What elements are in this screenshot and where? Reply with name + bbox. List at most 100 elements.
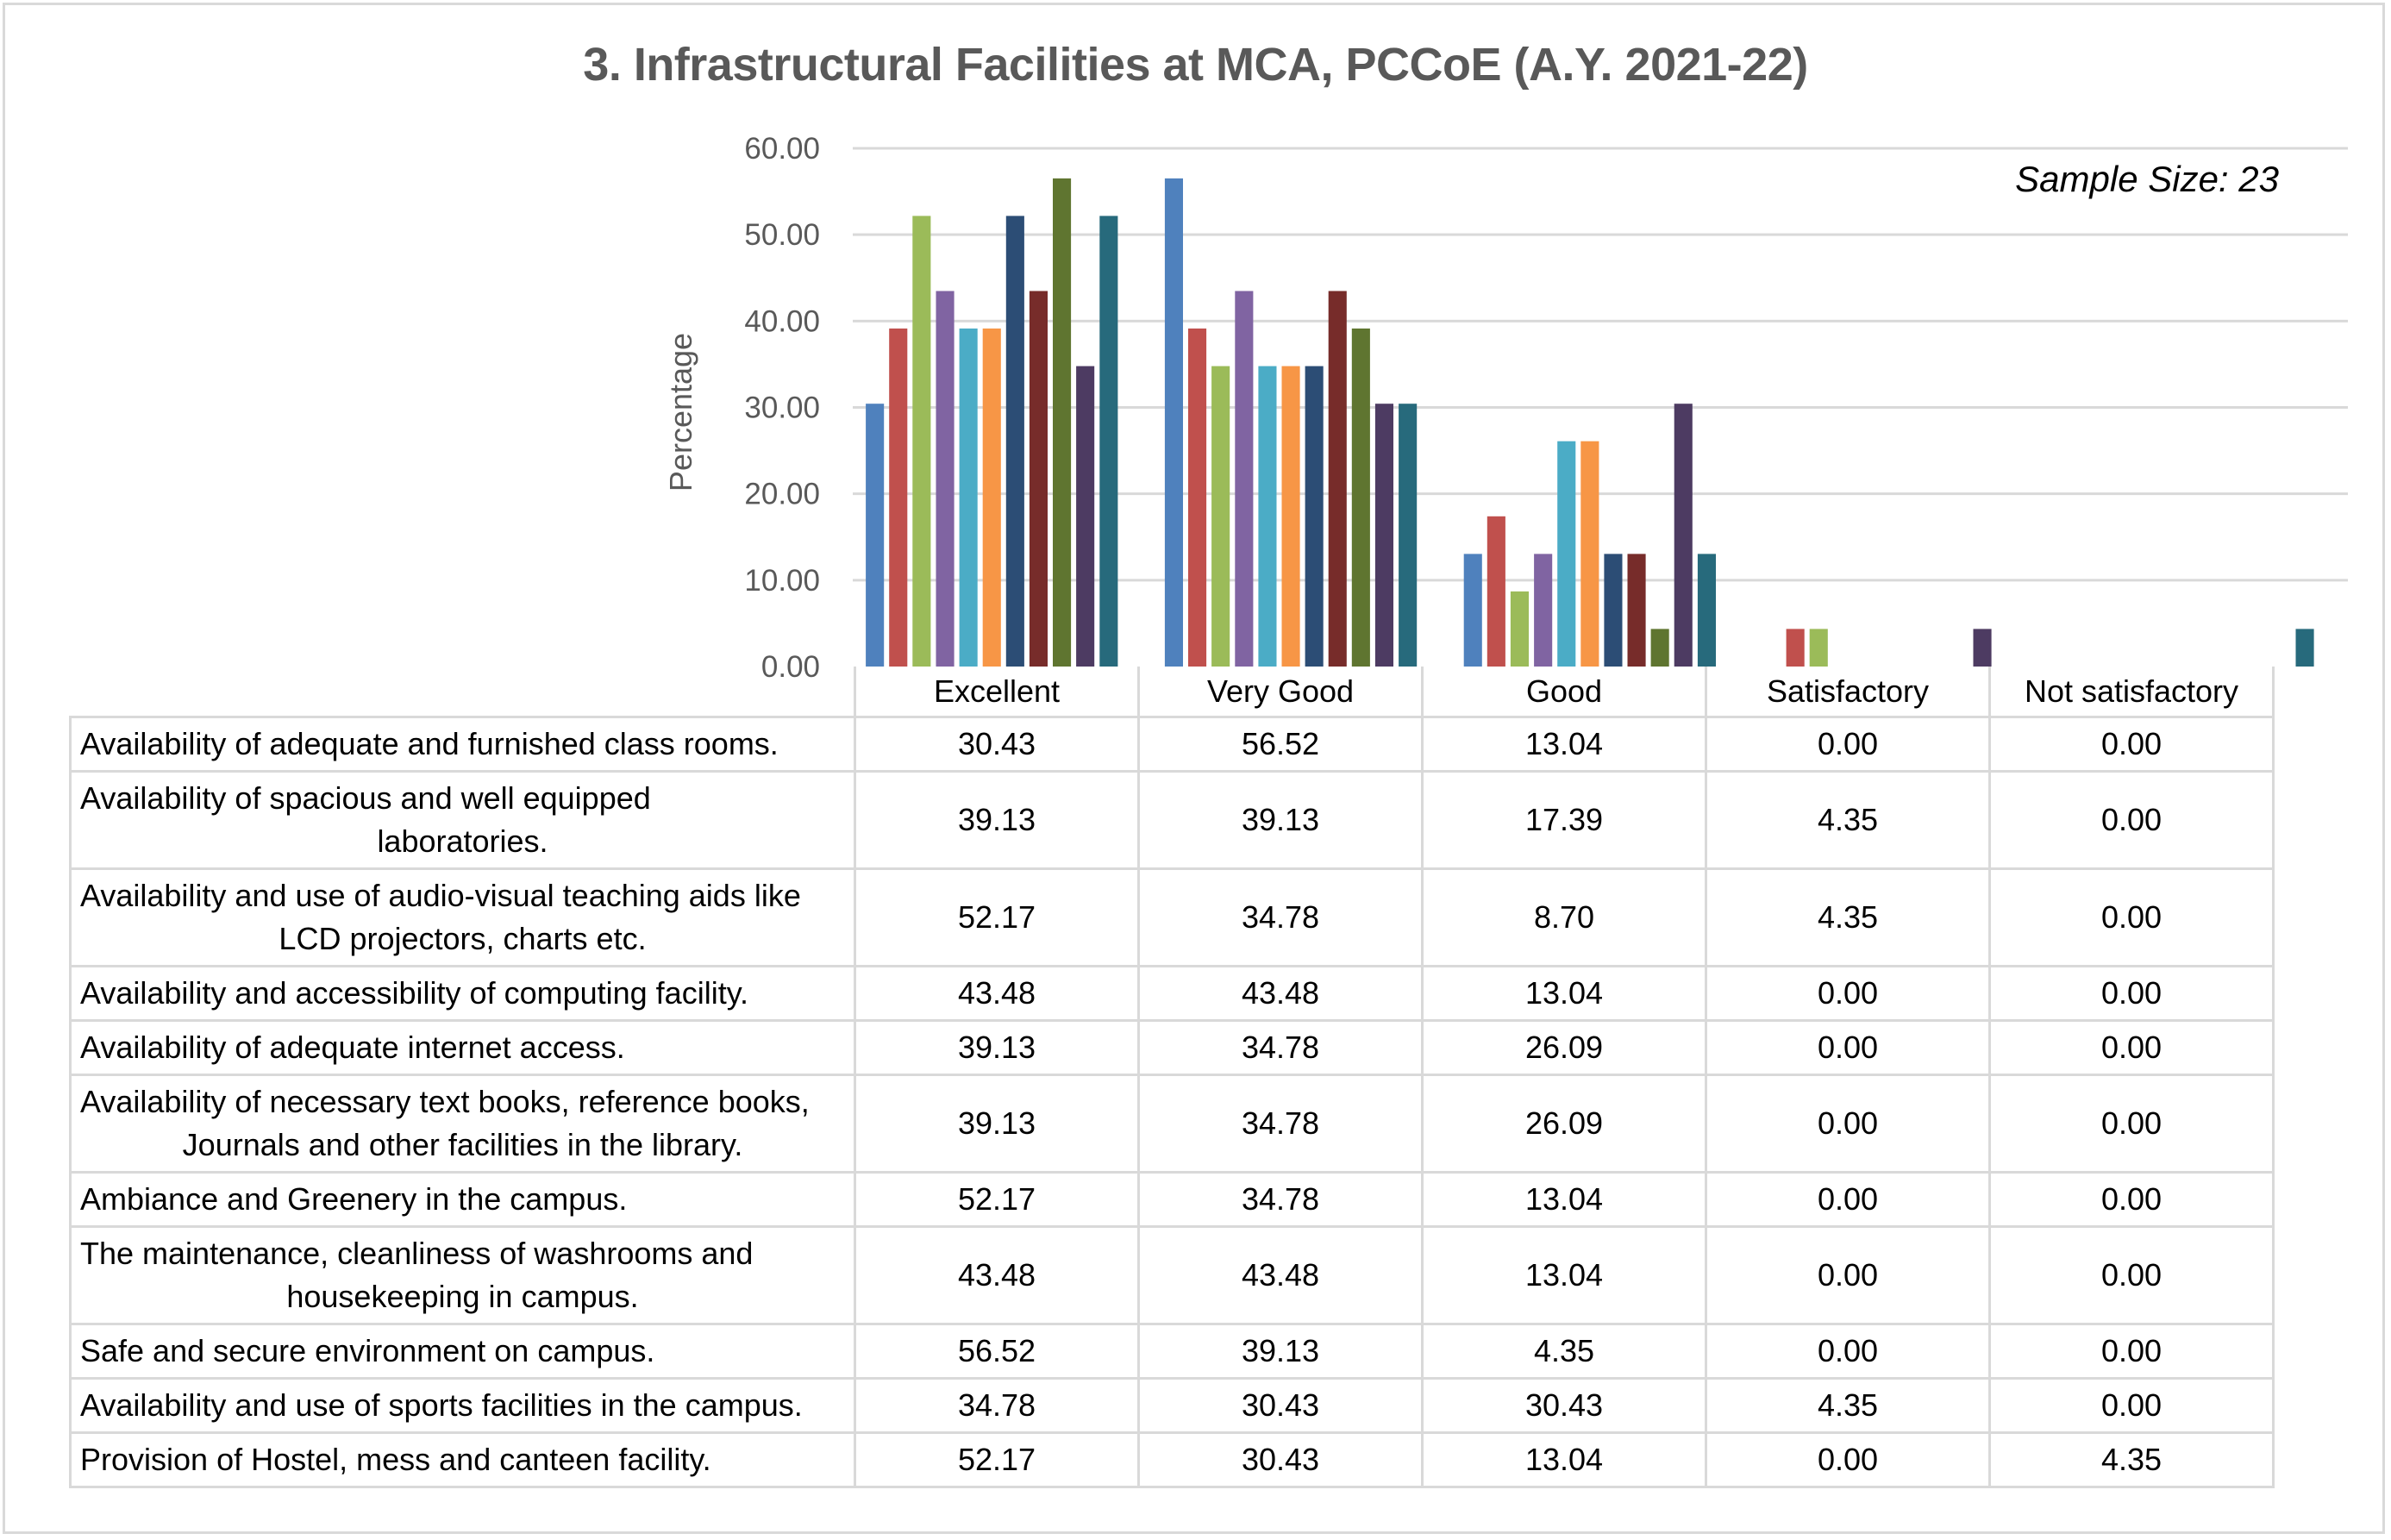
category-label: Good xyxy=(1421,667,1707,718)
series-label: Safe and secure environment on campus. xyxy=(69,1323,856,1380)
bar xyxy=(982,329,1001,667)
table-cell-value: 0.00 xyxy=(1988,1019,2275,1076)
bar xyxy=(1534,554,1553,667)
table-cell-value: 0.00 xyxy=(1988,716,2275,773)
y-tick-label: 50.00 xyxy=(744,218,820,252)
bar xyxy=(1510,591,1529,667)
bar xyxy=(936,291,955,667)
table-row: Availability of adequate and furnished c… xyxy=(69,716,2275,773)
bar xyxy=(1399,404,1418,667)
table-cell-value: 0.00 xyxy=(1705,716,1991,773)
table-cell-value: 0.00 xyxy=(1988,1074,2275,1174)
table-cell-value: 0.00 xyxy=(1705,1431,1991,1488)
sample-size-annotation: Sample Size: 23 xyxy=(2015,159,2279,199)
series-label: Provision of Hostel, mess and canteen fa… xyxy=(69,1431,856,1488)
table-cell-value: 43.48 xyxy=(1137,965,1424,1022)
chart-title: 3. Infrastructural Facilities at MCA, PC… xyxy=(583,39,1808,91)
table-cell-value: 39.13 xyxy=(854,1074,1140,1174)
bar xyxy=(1374,404,1393,667)
bar xyxy=(1604,554,1623,667)
series-label: Availability and use of audio-visual tea… xyxy=(69,867,856,967)
table-cell-value: 30.43 xyxy=(1421,1377,1707,1434)
bar xyxy=(1029,291,1048,667)
series-label: Ambiance and Greenery in the campus. xyxy=(69,1171,856,1228)
table-cell-value: 30.43 xyxy=(854,716,1140,773)
table-header-row: Excellent Very Good Good Satisfactory Not sa… xyxy=(70,667,2275,718)
bar xyxy=(1099,216,1118,667)
table-cell-value: 13.04 xyxy=(1421,1225,1707,1325)
table-cell-value: 43.48 xyxy=(854,1225,1140,1325)
series-label-line: Availability of necessary text books, re… xyxy=(80,1084,810,1119)
bar xyxy=(1809,629,1828,667)
bar xyxy=(1328,291,1347,667)
table-cell-value: 34.78 xyxy=(854,1377,1140,1434)
series-label: Availability of necessary text books, re… xyxy=(69,1074,856,1174)
bar xyxy=(1005,216,1024,667)
series-label: The maintenance, cleanliness of washroom… xyxy=(69,1225,856,1325)
table-cell-value: 39.13 xyxy=(1137,770,1424,870)
bar xyxy=(889,329,908,667)
table-cell-value: 34.78 xyxy=(1137,1171,1424,1228)
table-row: Availability of adequate internet access… xyxy=(69,1019,2275,1076)
table-cell-value: 4.35 xyxy=(1705,867,1991,967)
table-cell-value: 26.09 xyxy=(1421,1019,1707,1076)
series-label: Availability and accessibility of comput… xyxy=(69,965,856,1022)
table-cell-value: 0.00 xyxy=(1988,1225,2275,1325)
table-cell-value: 0.00 xyxy=(1705,1225,1991,1325)
table-cell-value: 34.78 xyxy=(1137,1074,1424,1174)
table-row: Ambiance and Greenery in the campus. 52.1… xyxy=(69,1171,2275,1228)
bar xyxy=(1351,329,1370,667)
data-table: Excellent Very Good Good Satisfactory Not sa… xyxy=(69,667,2275,1488)
table-row: Availability of spacious and well equipp… xyxy=(69,770,2275,870)
bar xyxy=(959,329,978,667)
table-corner xyxy=(70,667,856,718)
table-row: Availability of necessary text books, re… xyxy=(69,1074,2275,1174)
table-row: Availability and use of audio-visual tea… xyxy=(69,867,2275,967)
table-cell-value: 0.00 xyxy=(1988,965,2275,1022)
bar xyxy=(2295,629,2314,667)
table-cell-value: 17.39 xyxy=(1421,770,1707,870)
bar xyxy=(1188,329,1207,667)
table-cell-value: 13.04 xyxy=(1421,965,1707,1022)
bar xyxy=(1487,516,1505,667)
table-cell-value: 0.00 xyxy=(1988,770,2275,870)
bar xyxy=(1697,554,1716,667)
table-cell-value: 4.35 xyxy=(1988,1431,2275,1488)
series-label-line: Availability of adequate internet access… xyxy=(80,1030,625,1065)
table-cell-value: 39.13 xyxy=(854,1019,1140,1076)
series-label-line: Availability and accessibility of comput… xyxy=(80,975,749,1011)
table-cell-value: 13.04 xyxy=(1421,716,1707,773)
table-row: The maintenance, cleanliness of washroom… xyxy=(69,1225,2275,1325)
bar xyxy=(1557,441,1576,667)
table-cell-value: 0.00 xyxy=(1988,867,2275,967)
table-cell-value: 0.00 xyxy=(1988,1377,2275,1434)
series-label-line: housekeeping in campus. xyxy=(286,1279,639,1314)
category-label: Satisfactory xyxy=(1705,667,1991,718)
table-cell-value: 34.78 xyxy=(1137,867,1424,967)
series-label-line: Availability of spacious and well equipp… xyxy=(80,780,651,816)
table-cell-value: 56.52 xyxy=(854,1323,1140,1380)
table-cell-value: 4.35 xyxy=(1421,1323,1707,1380)
table-cell-value: 30.43 xyxy=(1137,1431,1424,1488)
table-cell-value: 30.43 xyxy=(1137,1377,1424,1434)
y-tick-label: 30.00 xyxy=(744,391,820,425)
bar xyxy=(1786,629,1805,667)
table-cell-value: 52.17 xyxy=(854,1431,1140,1488)
bar xyxy=(1235,291,1254,667)
table-cell-value: 0.00 xyxy=(1988,1171,2275,1228)
series-label-line: Provision of Hostel, mess and canteen fa… xyxy=(80,1442,711,1477)
y-tick-label: 60.00 xyxy=(744,132,820,166)
category-label: Not satisfactory xyxy=(1988,667,2275,718)
bar xyxy=(1627,554,1646,667)
bar xyxy=(912,216,931,667)
series-label: Availability and use of sports facilitie… xyxy=(69,1377,856,1434)
series-label: Availability of spacious and well equipp… xyxy=(69,770,856,870)
table-cell-value: 0.00 xyxy=(1705,1323,1991,1380)
bar xyxy=(1164,178,1183,667)
bar xyxy=(1258,366,1277,667)
table-cell-value: 0.00 xyxy=(1705,1019,1991,1076)
table-cell-value: 8.70 xyxy=(1421,867,1707,967)
bar xyxy=(1674,404,1693,667)
series-label-line: LCD projectors, charts etc. xyxy=(279,921,647,956)
series-label-line: Availability and use of sports facilitie… xyxy=(80,1387,803,1423)
